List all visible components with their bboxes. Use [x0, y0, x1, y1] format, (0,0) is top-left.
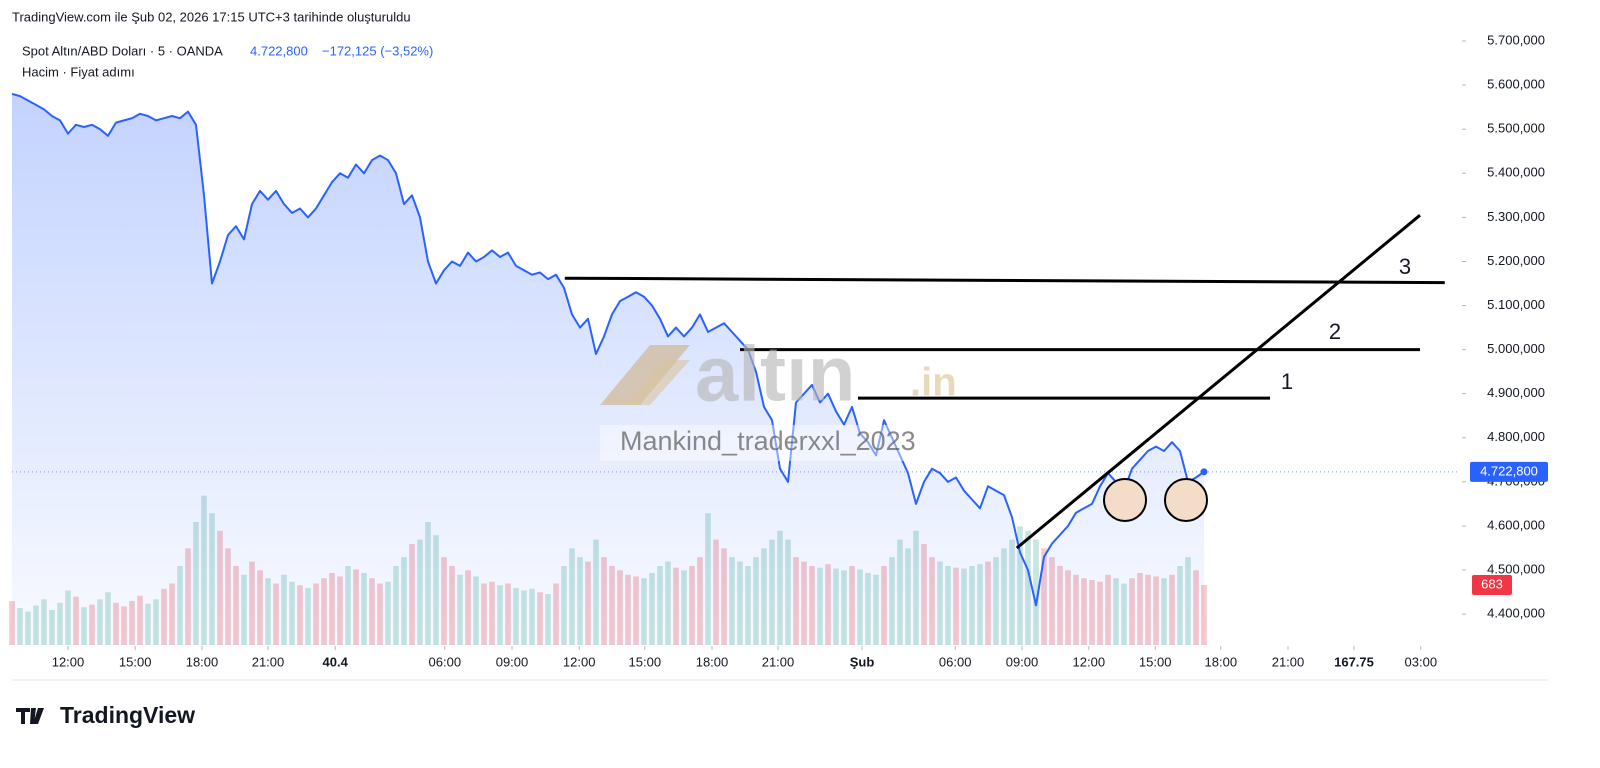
x-tick-label: 167.75	[1334, 654, 1374, 669]
marks: 3 2 1	[9, 92, 1460, 645]
drawn-line	[1015, 214, 1421, 550]
x-tick-label: 06:00	[429, 654, 462, 669]
header-title: TradingView.com ile Şub 02, 2026 17:15 U…	[12, 9, 411, 24]
x-tick-label: 18:00	[696, 654, 729, 669]
logo-icon	[16, 708, 44, 724]
watermark-band	[600, 425, 950, 461]
x-tick-label: 12:00	[1073, 654, 1106, 669]
x-tick-label: 21:00	[252, 654, 285, 669]
x-tick-label: 09:00	[1006, 654, 1039, 669]
y-tick-label: 4.800,000	[1487, 429, 1545, 444]
chart-title: Spot Altın/ABD Doları · 5 · OANDA	[22, 43, 223, 58]
drawn-label: 2	[1329, 319, 1341, 344]
y-tick-label: 4.600,000	[1487, 517, 1545, 532]
x-tick-label: 21:00	[1272, 654, 1305, 669]
watermark-logo	[625, 360, 690, 405]
watermark-text: Mankind_traderxxl_2023	[620, 426, 916, 456]
price-line	[11, 92, 1205, 607]
x-tick-label: 21:00	[762, 654, 795, 669]
y-tick-label: 5.500,000	[1487, 121, 1545, 136]
price-area	[12, 93, 1204, 645]
x-tick-label: 06:00	[939, 654, 972, 669]
y-tick-label: 5.200,000	[1487, 253, 1545, 268]
watermark-text: .in	[910, 361, 957, 405]
x-tick-label: 15:00	[629, 654, 662, 669]
x-tick-label: 12:00	[52, 654, 85, 669]
x-tick-label: 03:00	[1405, 654, 1438, 669]
last-price: 4.722,800	[250, 43, 308, 58]
drawn-label: 3	[1399, 254, 1411, 279]
volume-box	[1472, 574, 1512, 595]
x-tick-label: 18:00	[186, 654, 219, 669]
drawn-line	[564, 276, 1445, 285]
y-tick-label: 4.500,000	[1487, 561, 1545, 576]
x-tick-label: 15:00	[1139, 654, 1172, 669]
watermark: altın .in Mankind_traderxxl_2023	[600, 330, 957, 461]
drawn-label: 1	[1281, 369, 1293, 394]
highlight-circle	[1164, 478, 1208, 522]
y-tick-label: 4.900,000	[1487, 385, 1545, 400]
highlight-circle	[1103, 478, 1147, 522]
x-tick-label: 15:00	[119, 654, 152, 669]
price-change: −172,125 (−3,52%)	[322, 43, 433, 58]
x-tick-label: Şub	[850, 654, 875, 669]
y-tick-label: 5.700,000	[1487, 32, 1545, 47]
last-price-axis-label: 4.722,800	[1480, 463, 1538, 478]
last-price-box	[1470, 461, 1548, 482]
x-tick-label: 18:00	[1205, 654, 1238, 669]
y-tick-label: 5.100,000	[1487, 297, 1545, 312]
y-tick-label: 5.300,000	[1487, 209, 1545, 224]
plot-area: 4.400,0004.500,0004.600,0004.700,0004.80…	[52, 32, 1548, 669]
logo-text: TradingView	[60, 702, 195, 728]
watermark-text: altın	[695, 330, 855, 418]
footer-logo: TradingView	[16, 702, 195, 728]
subtitle: Hacim · Fiyat adımı	[22, 64, 135, 79]
x-tick-label: 12:00	[563, 654, 596, 669]
volume-bar	[1033, 539, 1039, 645]
x-tick-label: 09:00	[496, 654, 529, 669]
y-tick-label: 4.400,000	[1487, 606, 1545, 621]
y-tick-label: 5.400,000	[1487, 165, 1545, 180]
x-tick-label: 40.4	[323, 654, 349, 669]
y-tick-label: 5.000,000	[1487, 341, 1545, 356]
y-tick-label: 5.600,000	[1487, 77, 1545, 92]
volume-axis-label: 683	[1481, 576, 1503, 591]
